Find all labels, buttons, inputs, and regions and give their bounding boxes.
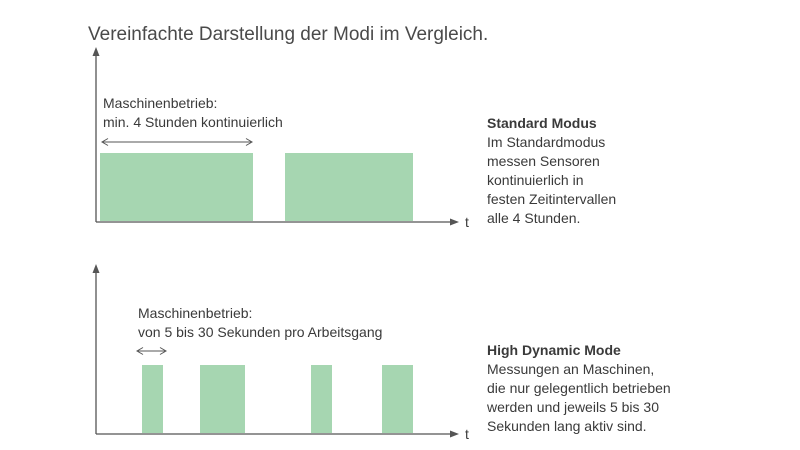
high-dynamic-mode-panel: t Maschinenbetrieb: von 5 bis 30 Sekunde… bbox=[92, 264, 469, 442]
high-dynamic-operation-label-line1: Maschinenbetrieb: bbox=[138, 305, 252, 321]
standard-mode-description: Standard Modus Im Standardmodus messen S… bbox=[487, 114, 747, 228]
standard-mode-text-line: festen Zeitintervallen bbox=[487, 191, 617, 207]
standard-operation-label-line1: Maschinenbetrieb: bbox=[103, 95, 217, 111]
diagram-title: Vereinfachte Darstellung der Modi im Ver… bbox=[88, 24, 489, 45]
standard-mode-heading: Standard Modus bbox=[487, 115, 597, 131]
high-dynamic-duration-arrow bbox=[136, 347, 167, 355]
standard-duration-arrow bbox=[101, 138, 253, 146]
standard-mode-panel: t Maschinenbetrieb: min. 4 Stunden konti… bbox=[92, 47, 469, 230]
high-dynamic-activity-bar bbox=[200, 365, 245, 433]
high-dynamic-time-axis-label: t bbox=[465, 426, 469, 442]
standard-y-axis-arrowhead bbox=[92, 47, 100, 56]
high-dynamic-mode-text-line: Messungen an Maschinen, bbox=[487, 361, 655, 377]
standard-mode-text-line: kontinuierlich in bbox=[487, 172, 584, 188]
high-dynamic-activity-bar bbox=[142, 365, 163, 433]
standard-mode-text-line: messen Sensoren bbox=[487, 153, 600, 169]
standard-activity-bar bbox=[100, 153, 253, 221]
high-dynamic-mode-heading: High Dynamic Mode bbox=[487, 342, 621, 358]
standard-time-axis-label: t bbox=[465, 214, 469, 230]
high-dynamic-activity-bar bbox=[311, 365, 332, 433]
high-dynamic-mode-text-line: die nur gelegentlich betrieben bbox=[487, 380, 671, 396]
high-dynamic-mode-text-line: werden und jeweils 5 bis 30 bbox=[487, 399, 659, 415]
standard-operation-label-line2: min. 4 Stunden kontinuierlich bbox=[103, 114, 283, 130]
standard-mode-text-line: alle 4 Stunden. bbox=[487, 210, 581, 226]
high-dynamic-y-axis-arrowhead bbox=[92, 264, 100, 273]
high-dynamic-x-axis-arrowhead bbox=[450, 430, 459, 438]
high-dynamic-operation-label-line2: von 5 bis 30 Sekunden pro Arbeitsgang bbox=[138, 324, 382, 340]
standard-mode-text-line: Im Standardmodus bbox=[487, 134, 606, 150]
standard-activity-bar bbox=[285, 153, 413, 221]
standard-x-axis-arrowhead bbox=[450, 218, 459, 226]
high-dynamic-mode-text-line: Sekunden lang aktiv sind. bbox=[487, 418, 647, 434]
high-dynamic-mode-description: High Dynamic Mode Messungen an Maschinen… bbox=[487, 341, 747, 436]
high-dynamic-activity-bar bbox=[382, 365, 413, 433]
